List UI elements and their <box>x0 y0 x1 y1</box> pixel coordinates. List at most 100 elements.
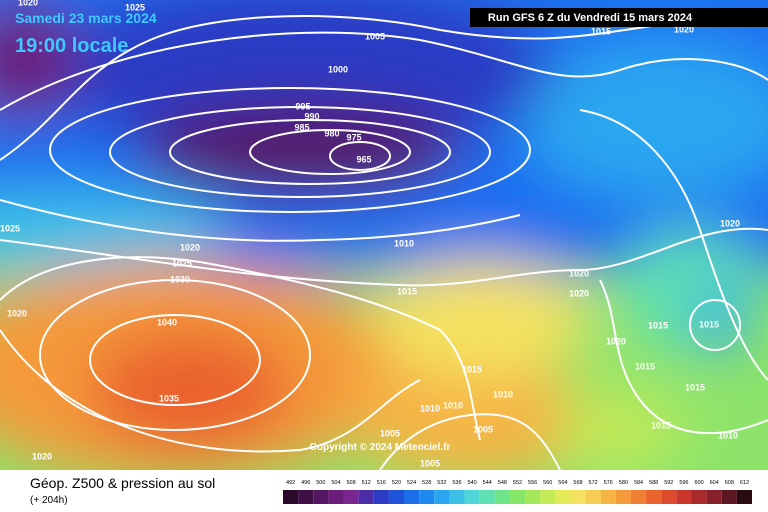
colorbar-swatch <box>706 490 722 504</box>
colorbar-tick-label: 500 <box>316 480 325 486</box>
colorbar-tick-label: 524 <box>407 480 416 486</box>
isobars <box>0 15 768 470</box>
isobar-label: 1005 <box>365 31 385 41</box>
colorbar-swatch <box>313 490 329 504</box>
colorbar-swatch <box>736 490 752 504</box>
colorbar-swatch <box>358 490 374 504</box>
isobar-label: 1015 <box>635 361 655 371</box>
isobar-label: 1020 <box>180 242 200 252</box>
isobar-label: 1010 <box>718 430 738 440</box>
isobar-label: 990 <box>304 111 319 121</box>
isobar-label: 1015 <box>651 420 671 430</box>
colorbar-tick-label: 532 <box>437 480 446 486</box>
colorbar-tick-label: 596 <box>679 480 688 486</box>
colorbar: 492 496 500 504 508 512 516 520 524 528 532 536 540 5… <box>283 480 752 504</box>
isobar-label: 1010 <box>493 389 513 399</box>
colorbar-swatch <box>449 490 465 504</box>
colorbar-swatch <box>509 490 526 504</box>
colorbar-tick-label: 520 <box>392 480 401 486</box>
isobar-label: 995 <box>295 101 310 111</box>
colorbar-swatch <box>615 490 631 504</box>
isobar-label: 1025 <box>172 258 192 268</box>
isobar-label: 1000 <box>328 64 348 74</box>
colorbar-swatch <box>661 490 677 504</box>
colorbar-tick-label: 548 <box>498 480 507 486</box>
run-box <box>470 8 768 27</box>
isobar-label: 1020 <box>569 288 589 298</box>
isobar-label: 1005 <box>473 424 493 434</box>
colorbar-tick-label: 552 <box>513 480 522 486</box>
footer-subtitle: (+ 204h) <box>30 495 68 506</box>
colorbar-tick-label: 568 <box>573 480 582 486</box>
isobar-label: 1015 <box>699 319 719 329</box>
isobar-label: 1020 <box>606 336 626 346</box>
colorbar-tick-label: 508 <box>346 480 355 486</box>
isobar-label: 985 <box>294 122 309 132</box>
colorbar-swatch <box>479 490 495 504</box>
colorbar-tick-label: 544 <box>483 480 492 486</box>
colorbar-tick-label: 604 <box>710 480 719 486</box>
colorbar-tick-label: 572 <box>589 480 598 486</box>
colorbar-swatch <box>464 490 480 504</box>
colorbar-tick-label: 576 <box>604 480 613 486</box>
colorbar-tick-label: 528 <box>422 480 431 486</box>
isobar-label: 1020 <box>720 218 740 228</box>
colorbar-tick-label: 560 <box>543 480 552 486</box>
isobar-label: 1010 <box>420 403 440 413</box>
colorbar-tick-label: 512 <box>362 480 371 486</box>
colorbar-tick-label: 496 <box>301 480 310 486</box>
colorbar-swatch <box>691 490 707 504</box>
run-info: Run GFS 6 Z du Vendredi 15 mars 2024 <box>488 12 693 24</box>
isobar-label: 1015 <box>462 364 482 374</box>
footer-title: Géop. Z500 & pression au sol <box>30 475 215 491</box>
isobar-label: 965 <box>356 154 371 164</box>
isobar-label: 1015 <box>591 26 611 36</box>
colorbar-swatch <box>283 490 299 504</box>
colorbar-tick-label: 536 <box>452 480 461 486</box>
colorbar-tick-label: 608 <box>725 480 734 486</box>
colorbar-tick-label: 600 <box>694 480 703 486</box>
colorbar-swatch <box>434 490 450 504</box>
colorbar-swatch <box>343 490 359 504</box>
colorbar-swatch <box>646 490 662 504</box>
colorbar-tick-label: 592 <box>664 480 673 486</box>
isobar-label: 1015 <box>648 320 668 330</box>
isobar-label: 1020 <box>7 308 27 318</box>
isobar-label: 1020 <box>32 451 52 461</box>
colorbar-swatch <box>525 490 541 504</box>
colorbar-tick-label: 492 <box>286 480 295 486</box>
isobar-label: 1010 <box>443 400 463 410</box>
isobar-label: 1010 <box>394 238 414 248</box>
colorbar-tick-label: 504 <box>331 480 340 486</box>
isobar-label: 1035 <box>159 393 179 403</box>
colorbar-swatch <box>419 490 435 504</box>
colorbar-tick-label: 580 <box>619 480 628 486</box>
isobar-label: 1020 <box>674 24 694 34</box>
colorbar-tick-label: 588 <box>649 480 658 486</box>
colorbar-tick-label: 612 <box>740 480 749 486</box>
colorbar-tick-label: 540 <box>468 480 477 486</box>
isobar-label: 980 <box>324 128 339 138</box>
colorbar-swatch <box>373 490 389 504</box>
isobar-label: 1005 <box>380 428 400 438</box>
colorbar-tick-label: 584 <box>634 480 643 486</box>
colorbar-swatch <box>630 490 647 504</box>
isobar-label: 1040 <box>157 317 177 327</box>
isobar-label: 1030 <box>170 274 190 284</box>
colorbar-swatch <box>388 490 405 504</box>
colorbar-swatch <box>676 490 692 504</box>
colorbar-swatch <box>600 490 616 504</box>
isobar-label: 1015 <box>397 286 417 296</box>
colorbar-swatch <box>494 490 510 504</box>
isobar-label: 1020 <box>569 268 589 278</box>
colorbar-tick-label: 564 <box>558 480 567 486</box>
time: 19:00 locale <box>15 35 128 57</box>
colorbar-swatch <box>721 490 737 504</box>
isobar-label: 1025 <box>125 2 145 12</box>
colorbar-tick-label: 556 <box>528 480 537 486</box>
colorbar-swatch <box>585 490 601 504</box>
